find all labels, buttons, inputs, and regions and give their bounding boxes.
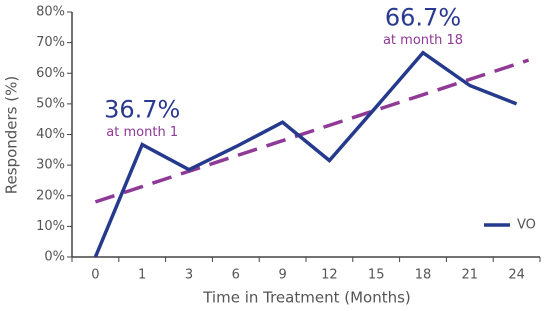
x-tick-label: 1 <box>138 268 146 283</box>
x-tick-label: 21 <box>462 268 479 283</box>
y-tick-label: 80% <box>36 5 65 20</box>
x-tick-label: 18 <box>415 268 432 283</box>
y-tick-label: 20% <box>36 188 65 203</box>
y-tick-label: 10% <box>36 219 65 234</box>
x-tick-label: 15 <box>368 268 385 283</box>
series-line <box>93 50 518 258</box>
x-tick-label: 24 <box>508 268 525 283</box>
trend-line <box>94 58 530 204</box>
y-tick-label: 0% <box>44 250 65 265</box>
x-tick-label: 12 <box>321 268 338 283</box>
x-tick-label: 6 <box>232 268 240 283</box>
y-tick-label: 50% <box>36 96 65 111</box>
legend-label: VO <box>517 218 536 233</box>
y-tick-label: 70% <box>36 35 65 50</box>
annotation-value: 66.7% <box>385 4 461 32</box>
y-tick-label: 30% <box>36 158 65 173</box>
x-tick-label: 3 <box>185 268 193 283</box>
annotation-value: 36.7% <box>104 96 180 124</box>
x-axis-title: Time in Treatment (Months) <box>202 289 411 307</box>
y-tick-label: 40% <box>36 127 65 142</box>
y-tick-label: 60% <box>36 66 65 81</box>
y-axis-title: Responders (%) <box>3 76 21 194</box>
x-tick-label: 0 <box>91 268 99 283</box>
x-tick-label: 9 <box>278 268 286 283</box>
annotation-subtext: at month 18 <box>383 33 463 48</box>
annotation-subtext: at month 1 <box>106 125 178 140</box>
